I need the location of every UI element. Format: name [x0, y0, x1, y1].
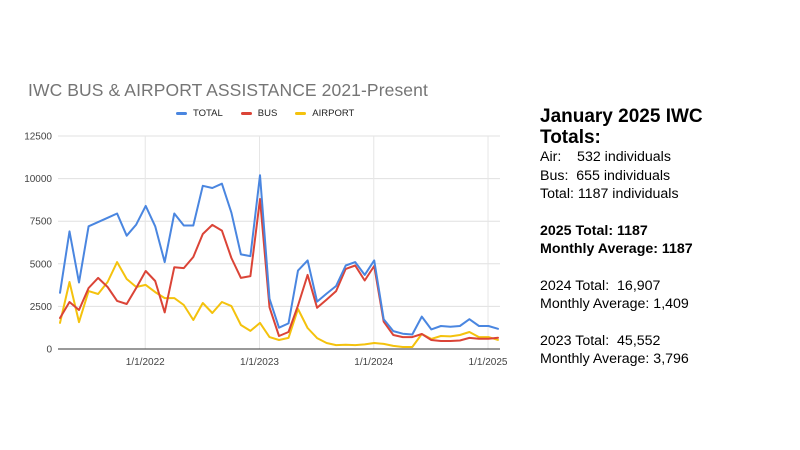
spacer [540, 259, 703, 277]
chart-legend: TOTAL BUS AIRPORT [176, 108, 354, 119]
series-line-bus [59, 198, 499, 342]
legend-item-bus: BUS [240, 108, 278, 119]
summary-2023-total: 2023 Total: 45,552 [540, 332, 661, 349]
line-chart: IWC BUS & AIRPORT ASSISTANCE 2021-Presen… [24, 80, 508, 369]
series-line-total [59, 174, 499, 336]
summary-title-line1: January 2025 IWC [540, 106, 703, 127]
y-tick-label: 10000 [24, 174, 52, 185]
summary-title-line2: Totals: [540, 127, 601, 148]
y-tick-label: 2500 [30, 302, 53, 313]
x-tick-label: 1/1/2024 [354, 357, 393, 368]
legend-label-bus: BUS [257, 108, 278, 119]
legend-swatch-total [176, 112, 187, 115]
chart-plot-area: 0 2500 5000 7500 10000 12500 1/1/2022 1/1/2023 1… [24, 132, 508, 369]
x-tick-label: 1/1/2023 [240, 357, 279, 368]
legend-item-airport: AIRPORT [295, 108, 354, 119]
summary-2025-average: Monthly Average: 1187 [540, 241, 693, 257]
y-tick-label: 5000 [30, 259, 53, 270]
x-tick-label: 1/1/2025 [469, 357, 508, 368]
legend-label-airport: AIRPORT [312, 108, 355, 119]
legend-swatch-bus [240, 112, 252, 115]
y-tick-label: 12500 [24, 132, 52, 143]
summary-2024-average: Monthly Average: 1,409 [540, 296, 689, 312]
summary-total: Total: 1187 individuals [540, 186, 679, 202]
x-tick-label: 1/1/2022 [126, 357, 165, 368]
spacer [540, 204, 703, 222]
summary-panel: January 2025 IWC Totals: Air: 532 indivi… [540, 106, 703, 369]
summary-bus: Bus: 655 individuals [540, 167, 671, 184]
chart-title: IWC BUS & AIRPORT ASSISTANCE 2021-Presen… [28, 80, 428, 100]
spacer [540, 314, 703, 332]
legend-swatch-airport [295, 112, 307, 115]
legend-label-total: TOTAL [193, 108, 223, 119]
summary-2024-total: 2024 Total: 16,907 [540, 277, 661, 294]
y-tick-label: 7500 [30, 217, 53, 228]
y-tick-label: 0 [46, 345, 52, 356]
summary-2025-total: 2025 Total: 1187 [540, 222, 648, 239]
legend-item-total: TOTAL [176, 108, 223, 119]
summary-2023-average: Monthly Average: 3,796 [540, 351, 689, 367]
summary-air: Air: 532 individuals [540, 149, 671, 165]
